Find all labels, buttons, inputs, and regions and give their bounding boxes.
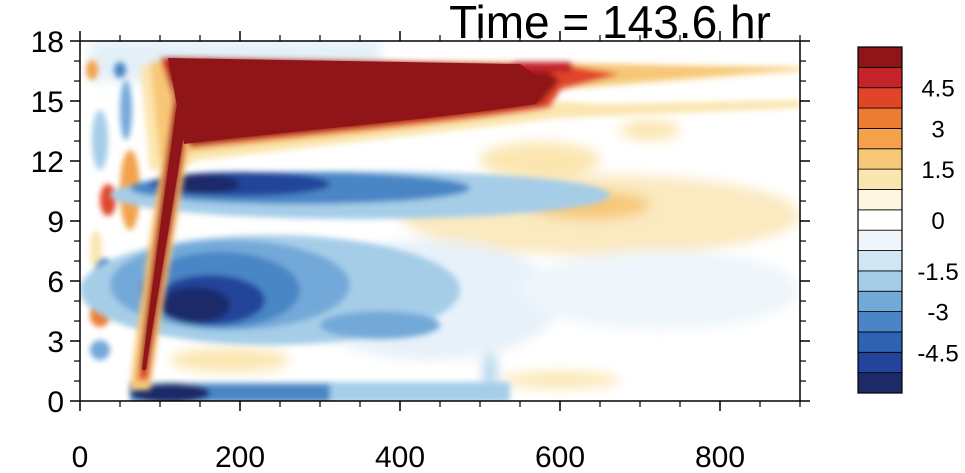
x-tick-label: 0 bbox=[72, 441, 89, 473]
y-tick-label: 0 bbox=[47, 386, 64, 419]
colorbar-swatch bbox=[857, 351, 903, 374]
colorbar bbox=[857, 46, 903, 394]
colorbar-label: -4.5 bbox=[917, 340, 958, 367]
colorbar-labels: 4.5 3 1.5 0 -1.5 -3 -4.5 bbox=[917, 76, 958, 368]
x-tick-label: 800 bbox=[695, 441, 745, 473]
colorbar-swatch bbox=[857, 250, 903, 272]
colorbar-swatch bbox=[857, 290, 903, 312]
colorbar-frame bbox=[857, 46, 903, 394]
colorbar-swatch bbox=[857, 209, 903, 231]
colorbar-swatch bbox=[857, 87, 903, 109]
colorbar-swatch bbox=[857, 372, 903, 394]
x-tick-label: 400 bbox=[375, 441, 425, 473]
colorbar-label: 4.5 bbox=[921, 76, 954, 103]
colorbar-label: 3 bbox=[931, 116, 944, 143]
colorbar-label: 1.5 bbox=[921, 157, 954, 184]
heatmap-field bbox=[80, 41, 800, 401]
colorbar-swatch bbox=[857, 46, 903, 68]
colorbar-swatch bbox=[857, 270, 903, 292]
colorbar-swatch bbox=[857, 107, 903, 129]
y-tick-label: 18 bbox=[31, 26, 64, 59]
colorbar-swatch bbox=[857, 189, 903, 211]
colorbar-swatch bbox=[857, 128, 903, 150]
y-tick-label: 12 bbox=[31, 146, 64, 179]
colorbar-swatch bbox=[857, 229, 903, 251]
colorbar-label: -3 bbox=[927, 300, 948, 327]
axis-ticks: 0 200 400 600 800 0 3 6 9 12 15 18 bbox=[31, 26, 810, 473]
x-tick-label: 600 bbox=[535, 441, 585, 473]
colorbar-swatch bbox=[857, 331, 903, 353]
colorbar-swatch bbox=[857, 66, 903, 89]
x-tick-label: 200 bbox=[215, 441, 265, 473]
colorbar-swatch bbox=[857, 168, 903, 190]
chart-title: Time = 143.6 hr bbox=[449, 0, 771, 48]
y-tick-label: 15 bbox=[31, 86, 64, 119]
y-tick-label: 6 bbox=[47, 266, 64, 299]
colorbar-label: 0 bbox=[931, 208, 944, 235]
colorbar-swatch bbox=[857, 311, 903, 333]
colorbar-swatch bbox=[857, 148, 903, 170]
y-tick-label: 3 bbox=[47, 326, 64, 359]
y-tick-label: 9 bbox=[47, 206, 64, 239]
colorbar-label: -1.5 bbox=[917, 259, 958, 286]
